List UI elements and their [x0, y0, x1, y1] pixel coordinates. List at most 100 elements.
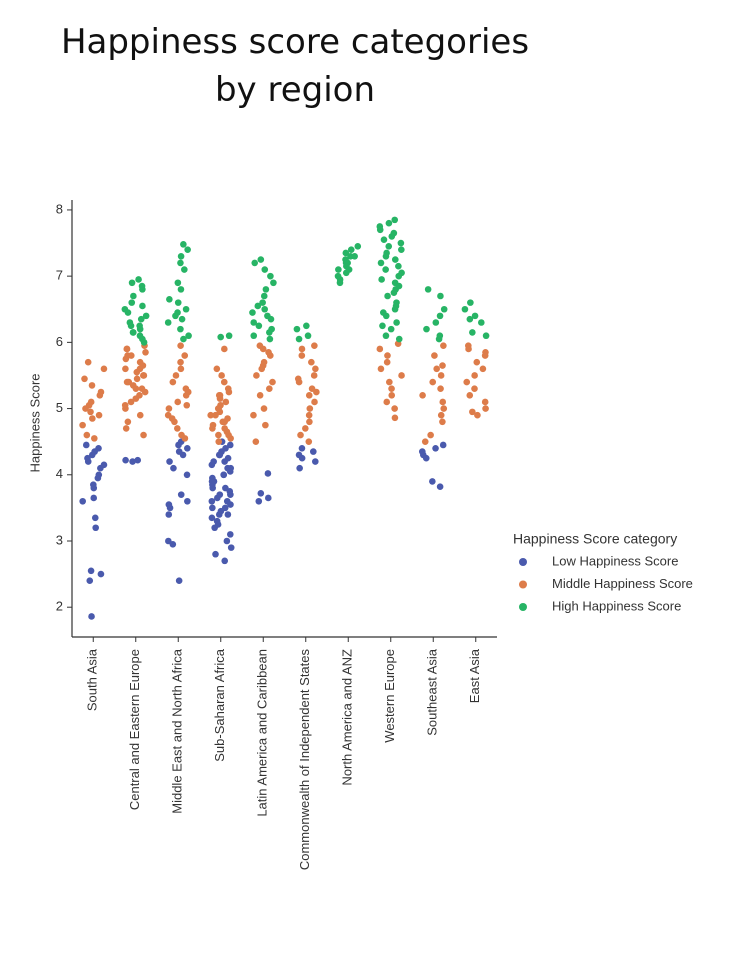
data-point [183, 471, 191, 479]
data-point [436, 483, 444, 490]
y-tick-label: 2 [56, 599, 63, 614]
data-point [440, 305, 448, 313]
data-point [250, 319, 258, 326]
data-point [482, 405, 489, 412]
data-point [266, 385, 273, 393]
data-point [208, 514, 216, 522]
data-point [297, 431, 304, 439]
data-point [79, 421, 86, 429]
x-tick-label: Commonwealth of Independent States [297, 649, 312, 871]
data-point [261, 266, 269, 273]
data-point [391, 256, 399, 263]
data-point [305, 411, 313, 419]
data-point [469, 408, 476, 416]
data-point [224, 511, 232, 518]
data-point [122, 405, 129, 412]
data-point [383, 358, 391, 366]
x-tick-label: Western Europe [382, 649, 397, 743]
data-point [388, 392, 396, 399]
data-point [437, 385, 444, 393]
data-point [259, 362, 267, 369]
data-point [335, 266, 342, 273]
data-point [429, 378, 437, 386]
data-point [257, 256, 265, 263]
data-point [132, 385, 140, 393]
legend-marker [519, 558, 527, 566]
data-point [164, 319, 172, 326]
data-point [347, 246, 355, 253]
data-point [463, 378, 471, 386]
data-point [175, 448, 183, 455]
data-point [429, 478, 436, 485]
data-point [391, 405, 398, 412]
data-point [395, 282, 403, 290]
data-point [177, 365, 185, 373]
data-point [440, 342, 447, 349]
data-point [168, 415, 176, 422]
data-point [392, 302, 400, 310]
data-point [267, 272, 274, 280]
data-point [266, 335, 274, 343]
data-point [298, 454, 306, 462]
data-point [479, 365, 487, 373]
data-point [221, 345, 228, 353]
legend-label: Low Happiness Score [552, 553, 678, 568]
data-point [181, 352, 189, 359]
data-point [209, 504, 216, 512]
y-tick-label: 4 [56, 466, 63, 481]
data-point [439, 441, 447, 449]
data-point [183, 401, 191, 409]
data-point [208, 497, 216, 505]
data-point [385, 243, 393, 250]
data-point [182, 305, 190, 313]
data-point [136, 411, 144, 419]
data-point [227, 501, 234, 508]
data-point [342, 269, 350, 277]
data-point [214, 405, 222, 412]
data-point [81, 375, 88, 383]
data-point [305, 438, 313, 445]
x-tick-label: Sub-Saharan Africa [212, 648, 227, 762]
data-point [166, 504, 174, 512]
data-point [209, 425, 216, 432]
data-point [298, 352, 306, 359]
data-point [227, 491, 234, 498]
data-point [296, 464, 303, 472]
data-point [253, 372, 260, 379]
data-point [142, 348, 149, 356]
data-point [88, 382, 96, 389]
data-point [262, 286, 270, 293]
data-point [380, 309, 387, 316]
data-point [128, 279, 136, 287]
data-point [213, 365, 221, 373]
data-point [170, 464, 177, 472]
data-point [398, 372, 405, 379]
data-point [260, 405, 268, 412]
x-tick-label: South Asia [85, 648, 100, 711]
data-point [437, 372, 445, 379]
chart-title: Happiness score categories by region [60, 22, 530, 110]
data-point [178, 315, 186, 323]
x-tick-label: Latin America and Caribbean [255, 649, 270, 817]
data-point [139, 302, 146, 310]
data-point [140, 372, 148, 379]
data-point [311, 398, 318, 406]
data-point [270, 279, 277, 287]
data-point [215, 392, 223, 399]
data-point [302, 425, 309, 432]
y-tick-label: 3 [56, 532, 63, 547]
data-point [140, 339, 148, 346]
x-tick-label: Central and Eastern Europe [127, 649, 142, 810]
data-point [169, 541, 177, 548]
data-point [180, 241, 187, 248]
data-point [264, 494, 272, 502]
data-point [177, 252, 185, 260]
data-point [251, 259, 259, 267]
data-point [177, 358, 184, 366]
data-point [177, 342, 184, 349]
data-point [383, 249, 390, 257]
legend-label: High Happiness Score [552, 598, 681, 613]
data-point [260, 292, 268, 300]
data-point [128, 299, 136, 306]
